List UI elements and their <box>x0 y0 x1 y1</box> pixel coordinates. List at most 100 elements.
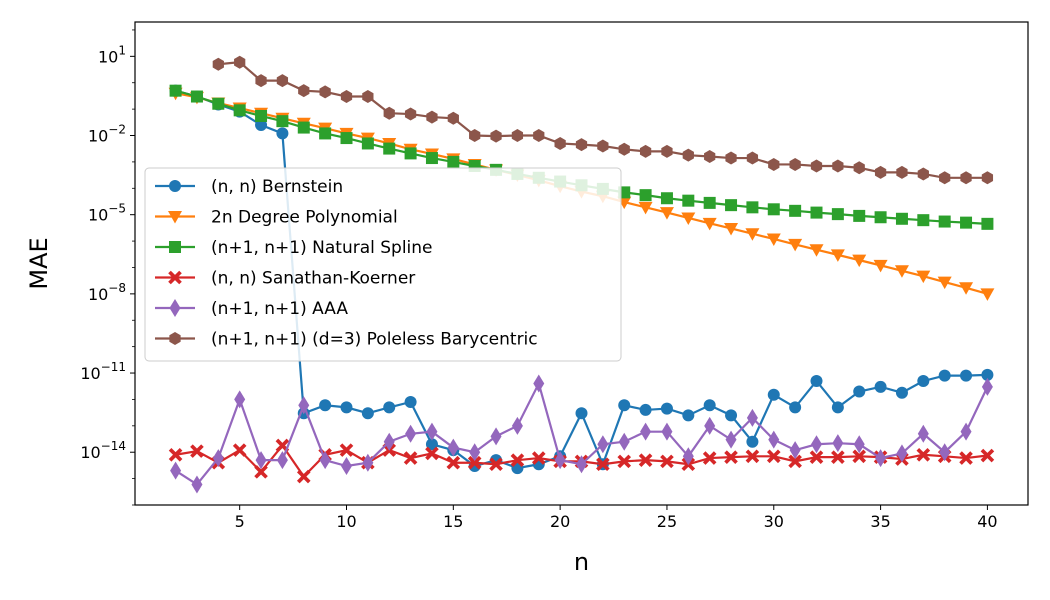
x-tick-label: 35 <box>870 512 890 531</box>
data-point <box>853 435 865 454</box>
legend-marker <box>169 241 181 253</box>
data-point <box>255 74 267 88</box>
data-point <box>425 438 438 451</box>
data-point <box>810 206 823 219</box>
data-point <box>704 150 716 164</box>
data-point <box>959 451 973 465</box>
legend-marker <box>168 211 182 224</box>
legend-marker <box>169 180 181 192</box>
data-point <box>190 444 204 458</box>
data-point <box>938 215 951 228</box>
data-point <box>639 403 652 416</box>
data-point <box>554 451 566 470</box>
data-point <box>725 151 737 165</box>
data-point <box>917 374 930 387</box>
data-point <box>852 449 867 464</box>
data-point <box>682 194 695 207</box>
data-point <box>660 454 674 469</box>
data-point <box>596 457 610 472</box>
data-point <box>659 207 674 220</box>
data-point <box>618 432 630 451</box>
data-point <box>746 435 759 448</box>
data-point <box>362 453 374 472</box>
data-point <box>789 401 802 414</box>
data-point <box>383 142 396 155</box>
data-point <box>639 189 652 202</box>
data-point <box>980 448 995 463</box>
data-point <box>682 409 695 422</box>
data-point <box>853 161 865 175</box>
data-point <box>340 132 353 145</box>
data-point <box>875 449 887 468</box>
data-point <box>617 454 632 469</box>
legend-marker <box>169 299 181 317</box>
data-point <box>788 454 802 469</box>
data-point <box>618 399 631 412</box>
data-point <box>640 422 652 441</box>
data-point <box>661 144 673 158</box>
data-point <box>404 147 417 160</box>
data-point <box>724 222 739 236</box>
data-point <box>319 399 332 412</box>
legend-label: (n, n) Bernstein <box>211 177 343 197</box>
data-point <box>511 129 524 143</box>
data-point <box>852 254 867 268</box>
legend-label: 2n Degree Polynomial <box>211 208 398 228</box>
x-tick-label: 15 <box>443 512 463 531</box>
x-tick-label: 40 <box>977 512 997 531</box>
data-point <box>467 455 482 470</box>
data-point <box>383 106 395 120</box>
data-point <box>511 416 523 435</box>
data-point <box>789 441 801 460</box>
data-point <box>874 380 887 393</box>
data-point <box>831 401 844 414</box>
ticks-layer: 5 10 15 20 25 30 35 40 101 10−2 10−5 10−8 10−11 10−14 <box>80 29 998 531</box>
data-point <box>426 422 438 441</box>
legend-label: (n, n) Sanathan-Koerner <box>211 269 415 289</box>
data-point <box>554 136 566 150</box>
data-point <box>296 469 311 484</box>
data-point <box>660 402 673 415</box>
data-point <box>746 151 759 165</box>
data-point <box>917 424 929 443</box>
data-point <box>341 457 352 476</box>
data-point <box>767 203 780 216</box>
y-tick-label: 10−14 <box>80 439 126 462</box>
data-point <box>383 432 395 451</box>
data-point <box>447 438 459 457</box>
data-point <box>702 451 717 465</box>
data-point <box>660 192 673 205</box>
data-point <box>276 115 289 128</box>
data-point <box>789 157 801 171</box>
data-point <box>916 447 931 462</box>
data-point <box>361 407 374 420</box>
y-tick-label: 10−5 <box>88 202 126 225</box>
data-point <box>661 422 673 441</box>
data-point <box>682 148 694 162</box>
data-point <box>766 449 781 464</box>
x-axis-label: n <box>574 548 589 576</box>
x-tick-label: 5 <box>235 512 245 531</box>
data-point <box>917 167 929 181</box>
data-point <box>170 461 182 480</box>
data-point <box>404 107 417 121</box>
data-point <box>298 396 310 415</box>
data-point <box>533 374 545 393</box>
data-point <box>896 165 908 179</box>
data-point <box>810 374 823 387</box>
data-point <box>810 159 823 173</box>
data-point <box>405 424 417 443</box>
data-point <box>212 449 224 468</box>
legend-entry: (n+1, n+1) AAA <box>155 299 348 319</box>
data-point <box>789 204 802 217</box>
y-tick-label: 10−8 <box>88 281 126 304</box>
data-point <box>597 139 609 153</box>
x-tick-label: 25 <box>657 512 677 531</box>
data-point <box>746 408 758 427</box>
legend-entry: 2n Degree Polynomial <box>155 208 398 228</box>
data-point <box>340 401 353 414</box>
data-point <box>383 401 396 414</box>
data-point <box>981 368 994 381</box>
y-tick-label: 10−2 <box>88 123 126 146</box>
